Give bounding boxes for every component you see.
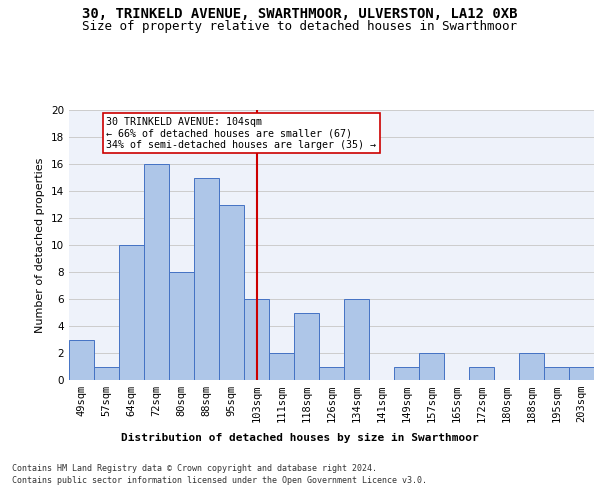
Bar [69,340,94,380]
Text: 30, TRINKELD AVENUE, SWARTHMOOR, ULVERSTON, LA12 0XB: 30, TRINKELD AVENUE, SWARTHMOOR, ULVERST… [82,8,518,22]
Bar [119,245,144,380]
Text: Contains HM Land Registry data © Crown copyright and database right 2024.: Contains HM Land Registry data © Crown c… [12,464,377,473]
Text: Distribution of detached houses by size in Swarthmoor: Distribution of detached houses by size … [121,432,479,442]
Bar [544,366,569,380]
Bar [294,312,319,380]
Bar [94,366,119,380]
Bar [144,164,169,380]
Text: Size of property relative to detached houses in Swarthmoor: Size of property relative to detached ho… [83,20,517,33]
Bar [169,272,194,380]
Bar [469,366,494,380]
Y-axis label: Number of detached properties: Number of detached properties [35,158,46,332]
Bar [269,353,294,380]
Bar [194,178,219,380]
Bar [394,366,419,380]
Bar [319,366,344,380]
Bar [219,204,244,380]
Bar [569,366,594,380]
Bar [244,299,269,380]
Bar [419,353,444,380]
Bar [519,353,544,380]
Bar [344,299,369,380]
Text: Contains public sector information licensed under the Open Government Licence v3: Contains public sector information licen… [12,476,427,485]
Text: 30 TRINKELD AVENUE: 104sqm
← 66% of detached houses are smaller (67)
34% of semi: 30 TRINKELD AVENUE: 104sqm ← 66% of deta… [107,116,377,150]
